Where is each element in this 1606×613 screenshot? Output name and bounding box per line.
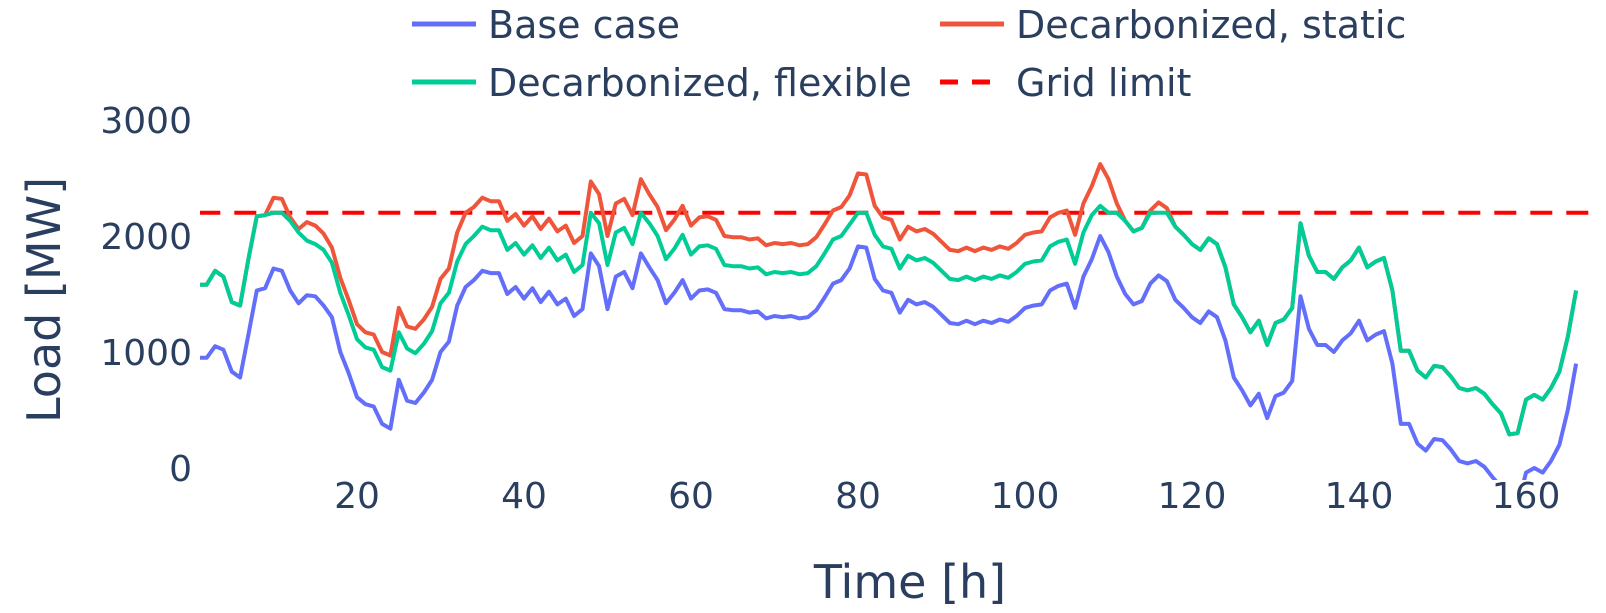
legend-item-decarbonized-flexible[interactable]: Decarbonized, flexible <box>412 61 912 105</box>
y-tick-label: 2000 <box>100 217 192 258</box>
x-tick-label: 20 <box>334 476 380 517</box>
x-tick-label: 40 <box>501 476 547 517</box>
legend-item-decarbonized-static[interactable]: Decarbonized, static <box>940 3 1406 47</box>
x-tick-label: 140 <box>1325 476 1394 517</box>
legend-label-grid-limit: Grid limit <box>1016 61 1191 105</box>
y-axis-title: Load [MW] <box>17 177 71 423</box>
legend-label-decarbonized-static: Decarbonized, static <box>1016 3 1406 47</box>
x-tick-label: 120 <box>1158 476 1227 517</box>
series-line-base-case <box>200 234 1579 480</box>
y-tick-label: 3000 <box>100 101 192 142</box>
legend-item-base-case[interactable]: Base case <box>412 3 680 47</box>
y-axis-ticks: 0 1000 2000 3000 <box>100 101 192 490</box>
y-tick-label: 0 <box>169 449 192 490</box>
x-tick-label: 100 <box>991 476 1060 517</box>
y-tick-label: 1000 <box>100 333 192 374</box>
x-tick-label: 60 <box>668 476 714 517</box>
legend-label-decarbonized-flexible: Decarbonized, flexible <box>488 61 912 105</box>
x-tick-label: 160 <box>1492 476 1561 517</box>
plot-area <box>200 162 1593 480</box>
x-tick-label: 80 <box>835 476 881 517</box>
series-line-decarbonized-flexible <box>200 203 1579 437</box>
legend-label-base-case: Base case <box>488 3 680 47</box>
x-axis-title: Time [h] <box>813 555 1006 609</box>
x-axis-ticks: 20 40 60 80 100 120 140 160 <box>334 476 1560 517</box>
legend[interactable]: Base case Decarbonized, static Decarboni… <box>412 3 1406 105</box>
legend-item-grid-limit[interactable]: Grid limit <box>940 61 1191 105</box>
